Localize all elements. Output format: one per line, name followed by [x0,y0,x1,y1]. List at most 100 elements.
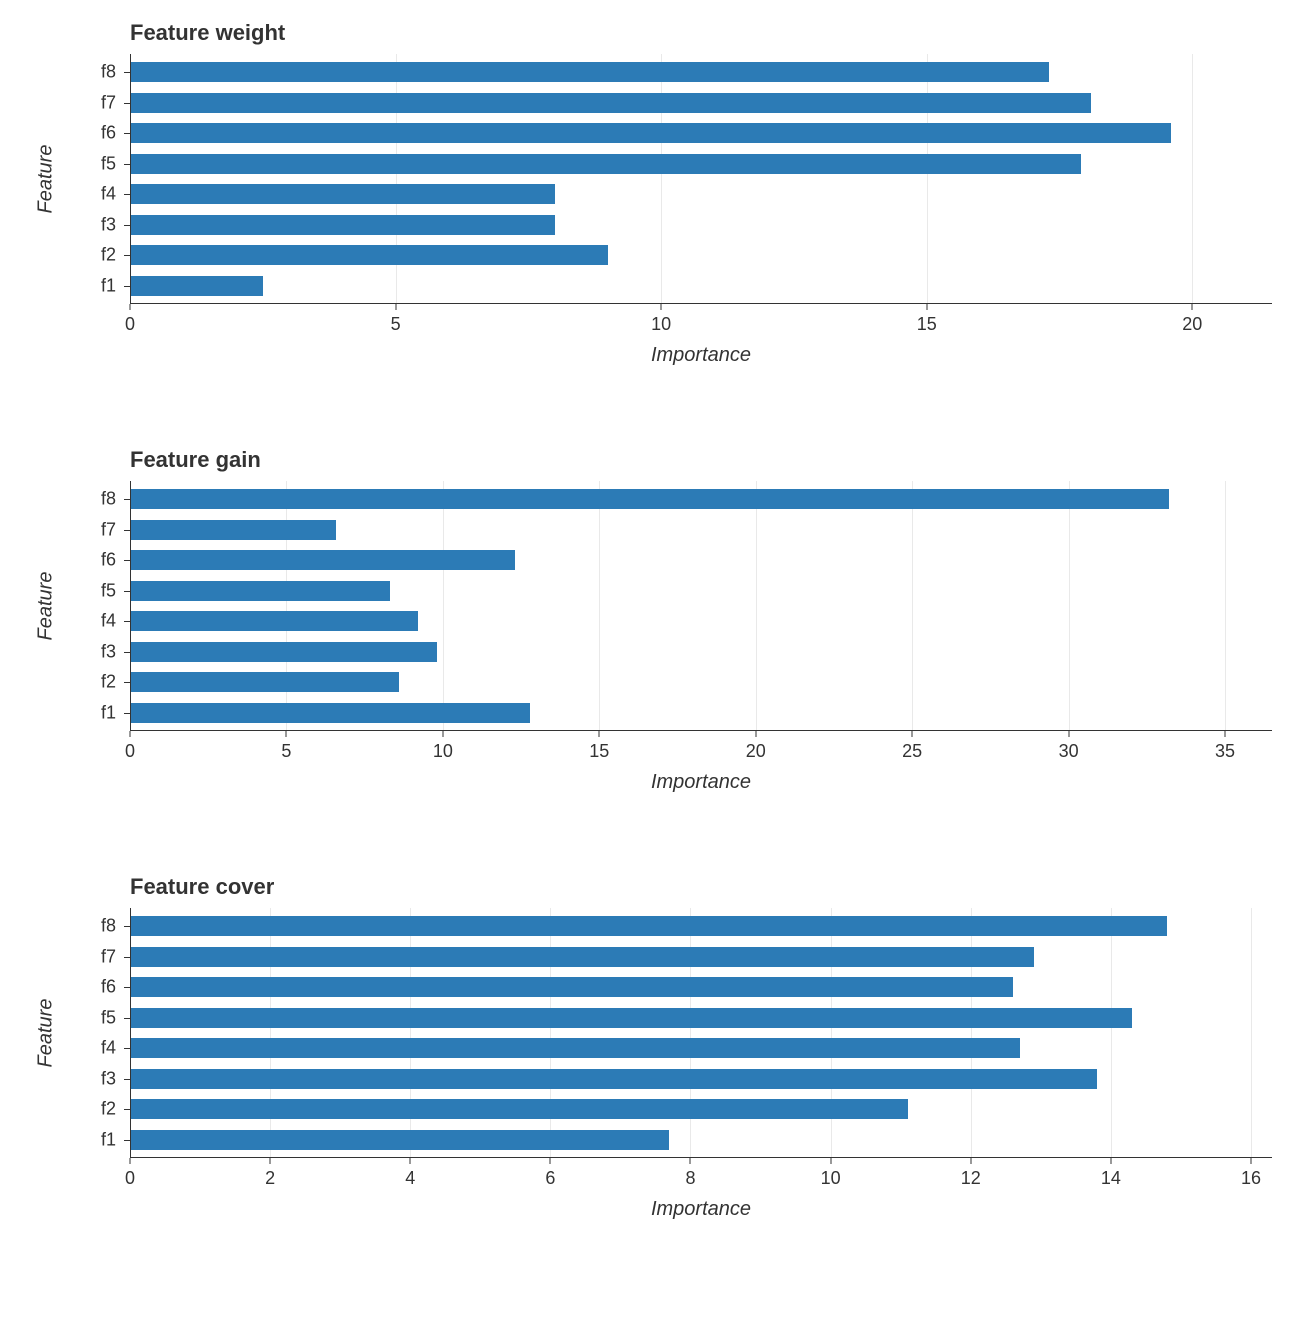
chart-area: Feature 0246810121416f1f2f3f4f5f6f7f8 [30,908,1272,1158]
x-tick-label: 0 [125,304,135,335]
bar [130,1038,1020,1058]
y-tick-label: f4 [101,184,130,205]
bar [130,1008,1132,1028]
x-tick-label: 16 [1241,1158,1261,1189]
gridline [599,481,600,731]
y-tick-label: f2 [101,245,130,266]
x-tick-label: 4 [405,1158,415,1189]
x-tick-label: 6 [545,1158,555,1189]
bar [130,581,390,601]
x-tick-label: 10 [821,1158,841,1189]
bar [130,520,336,540]
bar [130,1069,1097,1089]
x-tick-label: 15 [589,731,609,762]
x-tick-label: 12 [961,1158,981,1189]
chart-cover: Feature coverFeature0246810121416f1f2f3f… [30,874,1272,1221]
gridline [270,908,271,1158]
bar [130,672,399,692]
x-tick-label: 8 [685,1158,695,1189]
y-tick-label: f4 [101,1038,130,1059]
gridline [690,908,691,1158]
chart-title: Feature gain [130,447,1272,473]
x-axis-line [130,730,1272,731]
y-tick-label: f1 [101,1129,130,1150]
x-tick-label: 35 [1215,731,1235,762]
bar [130,184,555,204]
plot-box: 0246810121416f1f2f3f4f5f6f7f8 [130,908,1272,1158]
x-tick-label: 5 [281,731,291,762]
y-axis-line [130,481,131,731]
gridline [912,481,913,731]
x-tick-label: 25 [902,731,922,762]
x-tick-label: 10 [651,304,671,335]
y-tick-label: f3 [101,1068,130,1089]
y-axis-label: Feature [35,145,58,214]
y-tick-label: f6 [101,550,130,571]
gridline [550,908,551,1158]
chart-area: Feature 05101520253035f1f2f3f4f5f6f7f8 [30,481,1272,731]
x-axis-line [130,1157,1272,1158]
gridline [1192,54,1193,304]
y-tick-label: f1 [101,275,130,296]
bar [130,977,1013,997]
y-tick-label: f5 [101,580,130,601]
y-axis-label: Feature [35,999,58,1068]
chart-gain: Feature gain Feature 05101520253035f1f2f3f… [30,447,1272,794]
bar [130,62,1049,82]
x-axis-label: Importance [130,344,1272,367]
x-tick-label: 5 [391,304,401,335]
bar [130,1130,669,1150]
x-tick-label: 15 [917,304,937,335]
x-tick-label: 2 [265,1158,275,1189]
y-tick-label: f4 [101,611,130,632]
bar [130,642,437,662]
x-axis-label: Importance [130,771,1272,794]
gridline [396,54,397,304]
y-axis-label: Feature [35,572,58,641]
y-tick-label: f8 [101,62,130,83]
y-tick-label: f5 [101,153,130,174]
charts-container: Feature weightFeature05101520f1f2f3f4f5f… [30,20,1272,1221]
y-tick-label: f7 [101,92,130,113]
chart-weight: Feature weight Feature 05101520f1f2f3f4f5f… [30,20,1272,367]
y-axis-line [130,54,131,304]
x-tick-label: 0 [125,1158,135,1189]
chart-title: Feature weight [130,20,1272,46]
y-tick-label: f2 [101,1099,130,1120]
plot-inner: 05101520253035f1f2f3f4f5f6f7f8 [130,481,1272,731]
page-root: Feature weightFeature05101520f1f2f3f4f5f… [0,0,1302,1341]
plot-inner: 05101520f1f2f3f4f5f6f7f8 [130,54,1272,304]
bar [130,611,418,631]
y-tick-label: f2 [101,672,130,693]
y-tick-label: f6 [101,123,130,144]
gridline [1251,908,1252,1158]
plot-inner: 0246810121416f1f2f3f4f5f6f7f8 [130,908,1272,1158]
gridline [1069,481,1070,731]
gridline [831,908,832,1158]
x-tick-label: 20 [1182,304,1202,335]
bar [130,215,555,235]
y-tick-label: f7 [101,519,130,540]
y-tick-label: f3 [101,641,130,662]
plot-box: 05101520f1f2f3f4f5f6f7f8 [130,54,1272,304]
bar [130,276,263,296]
gridline [1111,908,1112,1158]
y-tick-label: f1 [101,702,130,723]
chart-area: Feature 05101520f1f2f3f4f5f6f7f8 [30,54,1272,304]
gridline [756,481,757,731]
x-axis-line [130,303,1272,304]
plot-box: 05101520253035f1f2f3f4f5f6f7f8 [130,481,1272,731]
bar [130,550,515,570]
x-axis-label: Importance [130,1198,1272,1221]
x-tick-label: 30 [1059,731,1079,762]
y-tick-label: f8 [101,916,130,937]
bar [130,916,1167,936]
y-tick-label: f8 [101,489,130,510]
bar [130,489,1169,509]
gridline [661,54,662,304]
y-tick-label: f6 [101,977,130,998]
gridline [927,54,928,304]
gridline [286,481,287,731]
x-tick-label: 0 [125,731,135,762]
bar [130,1099,908,1119]
